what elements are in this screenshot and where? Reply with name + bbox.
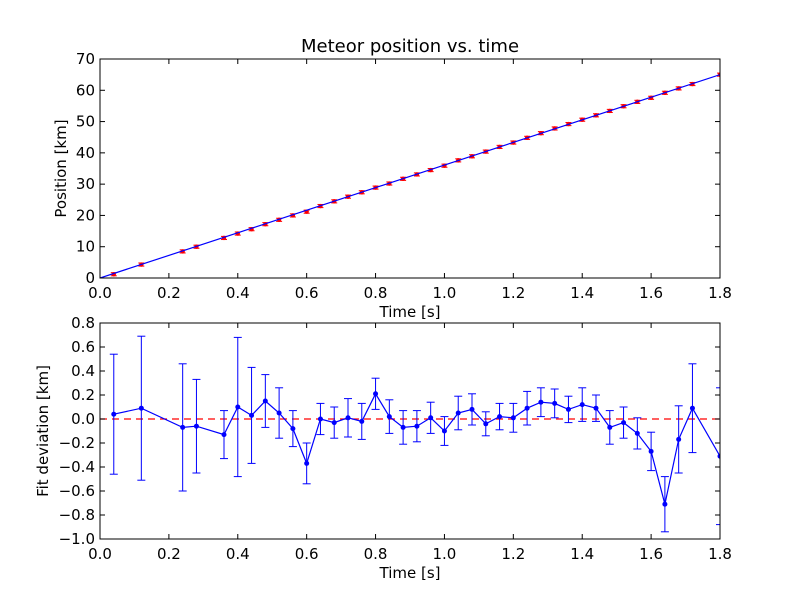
data-point [621, 420, 627, 426]
data-point [262, 398, 268, 404]
x-tick-label: 0.2 [157, 284, 181, 302]
x-tick-label: 0.8 [364, 284, 388, 302]
y-tick-label: 40 [76, 144, 95, 162]
plot-area [100, 72, 720, 278]
data-point [400, 424, 406, 430]
y-tick-label: −0.4 [59, 458, 95, 476]
data-point [497, 414, 503, 420]
data-point [538, 399, 544, 405]
y-tick-label: 0 [85, 269, 95, 287]
y-tick-label: 0.6 [71, 338, 95, 356]
data-point [111, 411, 117, 417]
x-tick-label: 1.4 [570, 545, 594, 563]
y-tick-label: 50 [76, 113, 95, 131]
data-point [676, 436, 682, 442]
data-point [276, 410, 282, 416]
data-point [689, 405, 695, 411]
linear-fit-line [100, 74, 720, 278]
data-point [304, 460, 310, 466]
x-tick-label: 1.0 [433, 545, 457, 563]
y-tick-label: −0.2 [59, 434, 95, 452]
data-point [373, 391, 379, 397]
x-axis-label: Time [s] [379, 303, 441, 321]
y-tick-label: 20 [76, 206, 95, 224]
data-point [634, 430, 640, 436]
y-axis-label: Position [km] [52, 119, 70, 217]
data-point [386, 414, 392, 420]
bottom-chart-panel: 0.0 0.2 0.4 0.6 0.8 1.0 1.2 1.4 1.6 1.8 −1.0 −0.8 −0… [34, 314, 732, 582]
data-point [235, 404, 241, 410]
y-tick-label: −1.0 [59, 530, 95, 548]
x-tick-label: 1.2 [501, 284, 525, 302]
data-point [717, 453, 720, 459]
data-point [662, 501, 668, 507]
data-point [483, 421, 489, 427]
data-point [331, 420, 337, 426]
data-point [565, 406, 571, 412]
error-bar [717, 72, 720, 77]
data-point [249, 412, 255, 418]
plot-area [100, 335, 720, 533]
data-point [593, 405, 599, 411]
x-tick-label: 1.0 [433, 284, 457, 302]
x-tick-label: 0.0 [88, 545, 112, 563]
y-tick-label: 0.4 [71, 362, 95, 380]
data-point [510, 415, 516, 421]
y-tick-label: 30 [76, 175, 95, 193]
data-point [317, 416, 323, 422]
data-point [469, 406, 475, 412]
data-point [359, 418, 365, 424]
x-tick-label: 0.4 [226, 545, 250, 563]
x-tick-label: 1.8 [708, 284, 732, 302]
x-tick-label: 1.2 [501, 545, 525, 563]
x-tick-label: 0.4 [226, 284, 250, 302]
data-point [414, 423, 420, 429]
x-axis-label: Time [s] [379, 564, 441, 582]
data-point [579, 402, 585, 408]
x-tick-label: 1.6 [639, 545, 663, 563]
x-tick-label: 0.6 [295, 284, 319, 302]
data-point [607, 424, 613, 430]
axes-frame [99, 322, 721, 540]
data-point [524, 405, 530, 411]
chart-title: Meteor position vs. time [301, 36, 519, 57]
x-tick-label: 0.8 [364, 545, 388, 563]
top-chart-panel: 0.0 0.2 0.4 0.6 0.8 1.0 1.2 1.4 1.6 1.8 0 10 20 30 40 5… [52, 36, 732, 321]
data-point [552, 400, 558, 406]
y-tick-label: 0.2 [71, 386, 95, 404]
x-tick-label: 1.8 [708, 545, 732, 563]
x-tick-label: 0.2 [157, 545, 181, 563]
y-tick-label: 0.8 [71, 314, 95, 332]
axes-frame [99, 58, 721, 279]
x-tick-label: 0.6 [295, 545, 319, 563]
data-point [193, 423, 199, 429]
data-point [290, 426, 296, 432]
y-tick-label: 60 [76, 81, 95, 99]
data-point [428, 415, 434, 421]
y-tick-label: −0.8 [59, 506, 95, 524]
y-tick-label: 0.0 [71, 410, 95, 428]
data-point [455, 410, 461, 416]
error-bar [716, 387, 720, 526]
data-point [138, 405, 144, 411]
data-point [180, 424, 186, 430]
data-point [648, 448, 654, 454]
x-tick-label: 1.6 [639, 284, 663, 302]
data-point [221, 432, 227, 438]
y-tick-label: 70 [76, 50, 95, 68]
deviation-series-line [113, 392, 720, 505]
x-tick-label: 1.4 [570, 284, 594, 302]
y-tick-label: 10 [76, 238, 95, 256]
x-tick-label: 0.0 [88, 284, 112, 302]
y-axis-label: Fit deviation [km] [34, 365, 52, 497]
y-tick-label: −0.6 [59, 482, 95, 500]
data-point [441, 428, 447, 434]
data-point [345, 415, 351, 421]
